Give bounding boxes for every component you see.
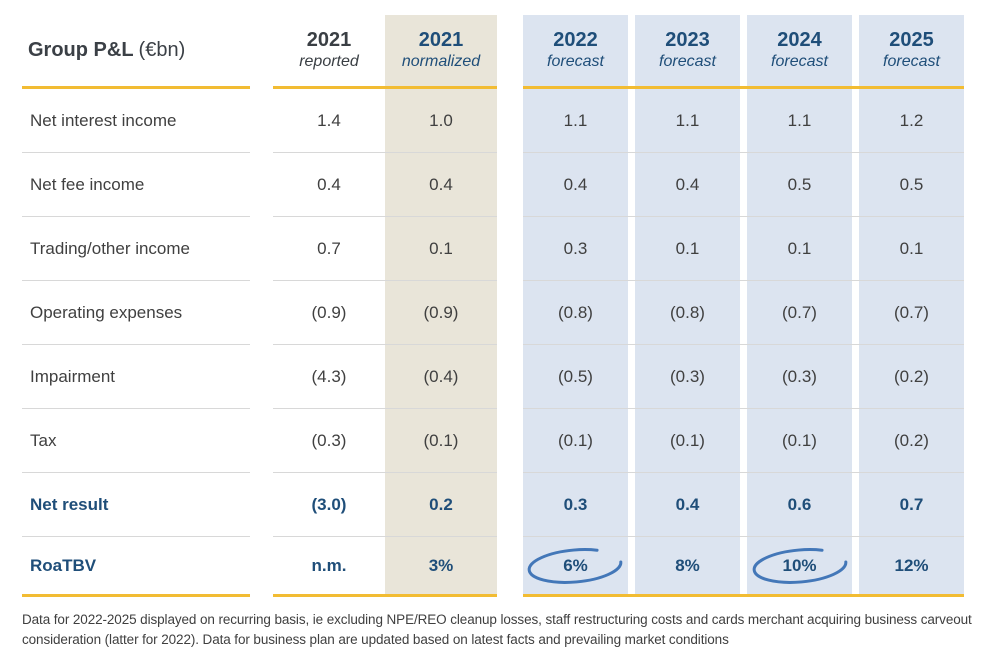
column-header-2024-forecast: 2024 forecast	[771, 29, 828, 70]
column-header-2021-normalized: 2021 normalized	[401, 29, 481, 70]
table-cell: (0.3)	[782, 366, 817, 386]
table-row: 0.3 0.1 0.1 0.1	[523, 217, 964, 281]
row-label-tax: Tax	[22, 409, 250, 473]
table-row: 0.3 0.4 0.6 0.7	[523, 473, 964, 537]
forecast-column-highlight	[635, 15, 740, 597]
table-row: 6% 8% 10% 12%	[523, 537, 964, 597]
table-cell: (0.8)	[558, 302, 593, 322]
row-label-operating-expenses: Operating expenses	[22, 281, 250, 345]
table-cell: (0.4)	[423, 366, 459, 386]
forecast-columns: 2022 forecast 2023 forecast 2024 forecas…	[523, 15, 964, 597]
label-column: Group P&L (€bn) Net interest income Net …	[22, 15, 250, 597]
table-row: 0.4 0.4 0.5 0.5	[523, 153, 964, 217]
forecast-column-highlight	[747, 15, 852, 597]
table-cell: 0.7	[899, 494, 924, 514]
table-cell: (0.3)	[670, 366, 705, 386]
table-cell: 0.3	[563, 494, 588, 514]
column-header-2022-forecast: 2022 forecast	[547, 29, 604, 70]
table-cell: 12%	[894, 555, 929, 575]
table-row: 0.4 0.4	[273, 153, 497, 217]
table-cell: 0.4	[675, 494, 700, 514]
table-cell: (0.7)	[782, 302, 817, 322]
table-row: (0.5) (0.3) (0.3) (0.2)	[523, 345, 964, 409]
table-row: n.m. 3%	[273, 537, 497, 597]
forecast-header-row: 2022 forecast 2023 forecast 2024 forecas…	[523, 15, 964, 89]
circled-value: 10%	[752, 547, 847, 584]
table-cell: (0.3)	[311, 430, 347, 450]
pnl-table: Group P&L (€bn) Net interest income Net …	[22, 15, 964, 597]
table-row: (0.9) (0.9)	[273, 281, 497, 345]
table-cell: 1.0	[429, 110, 453, 130]
table-cell: (0.2)	[894, 430, 929, 450]
table-cell: 3%	[428, 555, 454, 575]
forecast-column-highlight	[859, 15, 964, 597]
table-cell: (4.3)	[311, 366, 347, 386]
row-label-net-fee-income: Net fee income	[22, 153, 250, 217]
table-cell: 0.5	[899, 174, 924, 194]
table-cell: 0.1	[899, 238, 924, 258]
table-row: (4.3) (0.4)	[273, 345, 497, 409]
table-cell-roatbv-2024: 10%	[747, 547, 852, 584]
table-row: (0.8) (0.8) (0.7) (0.7)	[523, 281, 964, 345]
actuals-header-row: 2021 reported 2021 normalized	[273, 15, 497, 89]
row-label-impairment: Impairment	[22, 345, 250, 409]
table-cell: 0.1	[675, 238, 700, 258]
table-cell: 0.4	[317, 174, 341, 194]
row-label-roatbv: RoaTBV	[22, 537, 250, 597]
forecast-column-highlight	[523, 15, 628, 597]
table-row: (3.0) 0.2	[273, 473, 497, 537]
table-cell-roatbv-2022: 6%	[523, 547, 628, 584]
table-cell: 0.6	[787, 494, 812, 514]
table-cell: (0.1)	[558, 430, 593, 450]
table-cell: 0.7	[317, 238, 341, 258]
table-cell: (0.2)	[894, 366, 929, 386]
column-header-2021-reported: 2021 reported	[299, 29, 359, 70]
row-label-trading-other-income: Trading/other income	[22, 217, 250, 281]
table-title-unit: (€bn)	[138, 39, 186, 61]
table-cell: 8%	[675, 555, 700, 575]
table-cell: (0.1)	[782, 430, 817, 450]
column-spacer	[250, 15, 273, 597]
table-row: 1.4 1.0	[273, 89, 497, 153]
table-cell: 0.1	[429, 238, 453, 258]
table-cell: (0.1)	[423, 430, 459, 450]
table-row: (0.3) (0.1)	[273, 409, 497, 473]
table-cell: (3.0)	[311, 494, 347, 514]
column-header-2025-forecast: 2025 forecast	[883, 29, 940, 70]
table-cell: 0.4	[675, 174, 700, 194]
circled-value: 6%	[528, 547, 623, 584]
table-title: Group P&L (€bn)	[22, 15, 250, 89]
table-cell: 1.1	[563, 110, 588, 130]
footnote: Data for 2022-2025 displayed on recurrin…	[22, 612, 972, 648]
table-cell: (0.7)	[894, 302, 929, 322]
table-cell: 1.1	[675, 110, 700, 130]
normalized-column-highlight	[385, 15, 497, 597]
column-spacer	[497, 15, 523, 597]
table-cell: (0.9)	[423, 302, 459, 322]
table-row: 1.1 1.1 1.1 1.2	[523, 89, 964, 153]
table-cell: (0.8)	[670, 302, 705, 322]
row-label-net-result: Net result	[22, 473, 250, 537]
table-cell: 0.4	[429, 174, 453, 194]
table-cell: 0.3	[563, 238, 588, 258]
table-cell: 0.4	[563, 174, 588, 194]
table-cell: (0.9)	[311, 302, 347, 322]
table-cell: 1.4	[317, 110, 341, 130]
table-cell: 1.2	[899, 110, 924, 130]
table-cell: 0.5	[787, 174, 812, 194]
table-title-bold: Group P&L	[28, 39, 134, 61]
column-header-2023-forecast: 2023 forecast	[659, 29, 716, 70]
table-cell: 0.1	[787, 238, 812, 258]
row-label-net-interest-income: Net interest income	[22, 89, 250, 153]
table-cell: (0.1)	[670, 430, 705, 450]
table-cell: 0.2	[429, 494, 453, 514]
table-row: 0.7 0.1	[273, 217, 497, 281]
table-row: (0.1) (0.1) (0.1) (0.2)	[523, 409, 964, 473]
table-cell: 1.1	[787, 110, 812, 130]
actuals-columns: 2021 reported 2021 normalized 1.4 1.0 0.…	[273, 15, 497, 597]
table-cell: (0.5)	[558, 366, 593, 386]
table-cell: n.m.	[311, 555, 347, 575]
